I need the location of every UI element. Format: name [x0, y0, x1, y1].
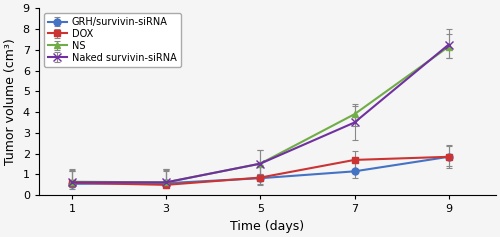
X-axis label: Time (days): Time (days) — [230, 220, 304, 233]
Legend: GRH/survivin-siRNA, DOX, NS, Naked survivin-siRNA: GRH/survivin-siRNA, DOX, NS, Naked survi… — [44, 13, 180, 67]
Y-axis label: Tumor volume (cm³): Tumor volume (cm³) — [4, 38, 17, 165]
